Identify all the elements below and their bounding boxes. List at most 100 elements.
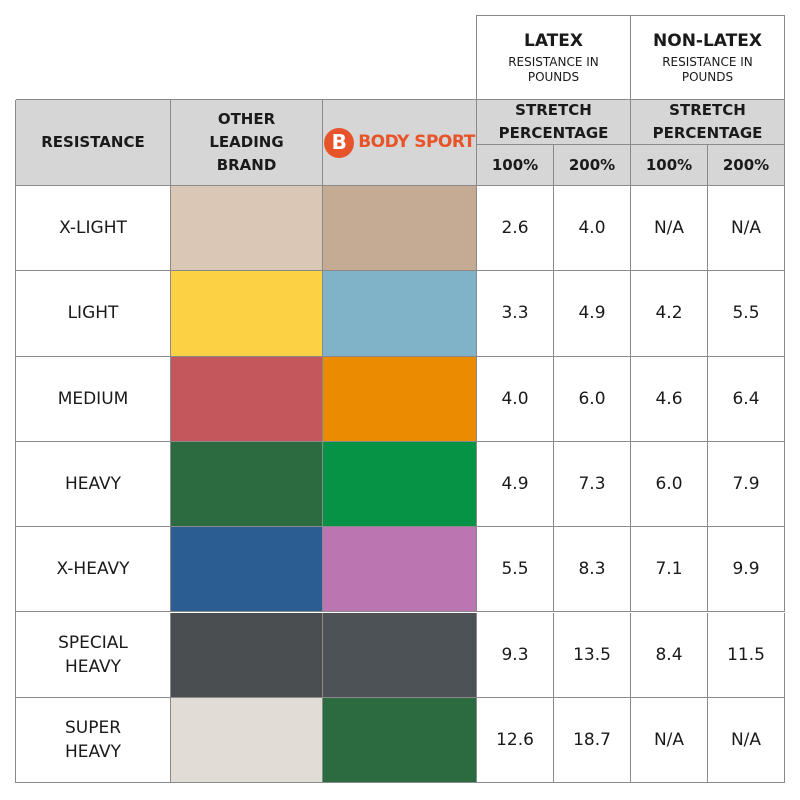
- value-cell-text: 6.0: [578, 388, 606, 409]
- color-swatch: [323, 612, 477, 698]
- value-cell: 4.0: [554, 186, 631, 272]
- value-cell: N/A: [708, 186, 785, 272]
- color-swatch: [323, 271, 477, 357]
- value-cell-text: N/A: [730, 218, 762, 239]
- resistance-label-text: LIGHT: [67, 303, 119, 324]
- border-top: [16, 99, 477, 100]
- value-cell: 7.1: [631, 527, 708, 613]
- value-cell: 2.6: [477, 186, 554, 272]
- group-subtitle: RESISTANCE IN POUNDS: [662, 54, 753, 84]
- value-cell: 8.4: [631, 612, 708, 698]
- column-header: B BODY SPORT: [323, 100, 477, 186]
- color-swatch: [323, 441, 477, 528]
- resistance-label: HEAVY: [16, 441, 171, 528]
- value-cell-text: 7.9: [732, 474, 760, 495]
- value-cell: N/A: [631, 186, 708, 272]
- border-top: [476, 15, 477, 100]
- column-header-text: OTHER LEADING BRAND: [209, 110, 284, 174]
- value-cell: 7.9: [708, 441, 785, 528]
- column-header-text: STRETCH PERCENTAGE: [498, 101, 609, 142]
- value-cell-text: 5.5: [732, 303, 760, 324]
- border-top: [477, 15, 785, 16]
- color-swatch: [171, 697, 323, 784]
- value-cell-text: 4.9: [501, 474, 529, 495]
- brand-logo: B BODY SPORT: [324, 127, 475, 158]
- value-cell: 5.5: [477, 527, 554, 613]
- color-swatch: [323, 527, 477, 613]
- value-cell-text: 4.6: [655, 388, 683, 409]
- value-cell: 13.5: [554, 612, 631, 698]
- value-cell-text: 9.3: [501, 644, 529, 665]
- color-swatch: [323, 356, 477, 442]
- value-cell: 18.7: [554, 697, 631, 784]
- resistance-label-text: SPECIAL HEAVY: [58, 632, 128, 677]
- resistance-label-text: HEAVY: [64, 474, 122, 495]
- value-cell: 6.0: [554, 356, 631, 442]
- column-header: STRETCH PERCENTAGE: [631, 100, 785, 145]
- group-title: LATEX: [524, 30, 583, 51]
- value-cell: 3.3: [477, 271, 554, 357]
- resistance-label-text: SUPER HEAVY: [64, 717, 122, 762]
- column-header-text: 100%: [645, 155, 693, 174]
- value-cell-text: N/A: [653, 218, 685, 239]
- value-cell-text: N/A: [730, 729, 762, 750]
- value-cell-text: 7.1: [655, 559, 683, 580]
- color-swatch: [323, 697, 477, 784]
- value-cell-text: 4.2: [655, 303, 683, 324]
- resistance-label-text: X-LIGHT: [59, 218, 127, 239]
- resistance-label-text: X-HEAVY: [56, 559, 130, 580]
- resistance-label: X-HEAVY: [16, 527, 171, 613]
- column-header-text: STRETCH PERCENTAGE: [652, 101, 763, 142]
- color-swatch: [171, 186, 323, 272]
- value-cell: 5.5: [708, 271, 785, 357]
- value-cell-text: 7.3: [578, 474, 606, 495]
- value-cell: 9.3: [477, 612, 554, 698]
- value-cell-text: 4.9: [578, 303, 606, 324]
- value-cell: 4.6: [631, 356, 708, 442]
- value-cell-text: 3.3: [501, 303, 529, 324]
- column-header: 100%: [477, 145, 554, 186]
- value-cell-text: 8.3: [578, 559, 606, 580]
- group-title: NON-LATEX: [653, 30, 762, 51]
- value-cell-text: 6.0: [655, 474, 683, 495]
- value-cell-text: 13.5: [573, 644, 611, 665]
- column-header: OTHER LEADING BRAND: [171, 100, 323, 186]
- value-cell-text: 6.4: [732, 388, 760, 409]
- value-cell-text: N/A: [653, 729, 685, 750]
- value-cell-text: 8.4: [655, 644, 683, 665]
- value-cell: 9.9: [708, 527, 785, 613]
- resistance-label: SUPER HEAVY: [16, 697, 171, 784]
- logo-mark: B: [324, 127, 355, 158]
- column-header-text: 200%: [722, 155, 770, 174]
- resistance-label: MEDIUM: [16, 356, 171, 442]
- value-cell-text: 12.6: [496, 729, 534, 750]
- value-cell: 12.6: [477, 697, 554, 784]
- value-cell: 11.5: [708, 612, 785, 698]
- value-cell-text: 5.5: [501, 559, 529, 580]
- column-header: RESISTANCE: [16, 100, 171, 186]
- value-cell: 6.0: [631, 441, 708, 528]
- color-swatch: [171, 356, 323, 442]
- resistance-label: LIGHT: [16, 271, 171, 357]
- logo-text: BODY SPORT: [358, 132, 475, 152]
- value-cell: 4.9: [554, 271, 631, 357]
- border-left: [15, 100, 16, 783]
- value-cell-text: 4.0: [578, 218, 606, 239]
- column-header-text: 200%: [568, 155, 616, 174]
- value-cell: 8.3: [554, 527, 631, 613]
- value-cell: 7.3: [554, 441, 631, 528]
- column-header-text: RESISTANCE: [41, 133, 145, 151]
- resistance-label-text: MEDIUM: [57, 388, 129, 409]
- value-cell-text: 11.5: [727, 644, 765, 665]
- group-subtitle: RESISTANCE IN POUNDS: [508, 54, 599, 84]
- column-header: 100%: [631, 145, 708, 186]
- column-header: 200%: [708, 145, 785, 186]
- column-header: STRETCH PERCENTAGE: [477, 100, 631, 145]
- resistance-label: X-LIGHT: [16, 186, 171, 272]
- value-cell: 4.9: [477, 441, 554, 528]
- resistance-label: SPECIAL HEAVY: [16, 612, 171, 698]
- value-cell-text: 18.7: [573, 729, 611, 750]
- value-cell: 4.0: [477, 356, 554, 442]
- value-cell-text: 4.0: [501, 388, 529, 409]
